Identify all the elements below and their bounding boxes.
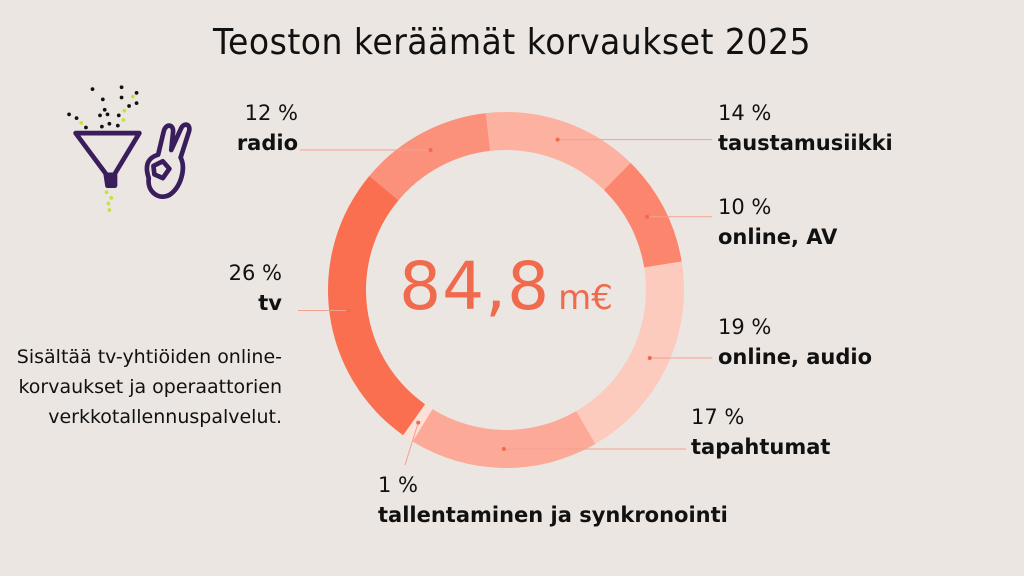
label-tallentaminen-name: tallentaminen ja synkronointi [378, 503, 728, 527]
funnel-ok-hand-icon [67, 85, 192, 212]
leader-line [404, 422, 419, 466]
leader-dot [346, 308, 351, 313]
label-online-av: 10 % online, AV [718, 192, 837, 252]
label-online-av-name: online, AV [718, 225, 838, 249]
label-online-audio: 19 % online, audio [718, 312, 872, 372]
segment-taustamusiikki [485, 111, 631, 190]
tv-note: Sisältää tv-yhtiöiden online-korvaukset … [16, 346, 282, 428]
total-unit: m€ [558, 278, 613, 318]
segment-radio [369, 113, 491, 201]
page-title: Teoston keräämät korvaukset 2025 [212, 22, 812, 63]
leader-dot [647, 355, 652, 360]
label-radio-pct: 12 % [244, 101, 298, 125]
label-tapahtumat: 17 % tapahtumat [691, 402, 830, 462]
segment-online-av [603, 162, 682, 268]
segment-online-audio [576, 261, 684, 444]
label-taustamusiikki-pct: 14 % [718, 101, 772, 125]
total-value: 84,8 m€ [326, 248, 686, 325]
label-taustamusiikki-name: taustamusiikki [718, 131, 893, 155]
label-online-av-pct: 10 % [718, 195, 772, 219]
label-tv-name: tv [258, 291, 282, 315]
leader-dot [501, 446, 506, 451]
leader-lines [298, 137, 712, 466]
label-online-audio-pct: 19 % [718, 315, 772, 339]
label-tallentaminen-pct: 1 % [378, 473, 418, 497]
leader-dot [416, 420, 421, 425]
donut-segments [328, 111, 684, 468]
label-radio: 12 % radio [180, 98, 298, 158]
segment-tapahtumat [412, 409, 596, 468]
label-tv-pct: 26 % [228, 261, 282, 285]
total-number: 84,8 [399, 248, 551, 325]
label-taustamusiikki: 14 % taustamusiikki [718, 98, 893, 158]
label-tv: 26 % tv [180, 258, 282, 318]
label-tapahtumat-name: tapahtumat [691, 435, 831, 459]
segment-tv [328, 175, 426, 436]
label-tapahtumat-pct: 17 % [691, 405, 745, 429]
label-tallentaminen: 1 % tallentaminen ja synkronointi [378, 470, 728, 530]
label-radio-name: radio [236, 131, 298, 155]
label-online-audio-name: online, audio [718, 345, 873, 369]
leader-dot [428, 148, 433, 153]
leader-dot [645, 214, 650, 219]
leader-dot [555, 137, 560, 142]
